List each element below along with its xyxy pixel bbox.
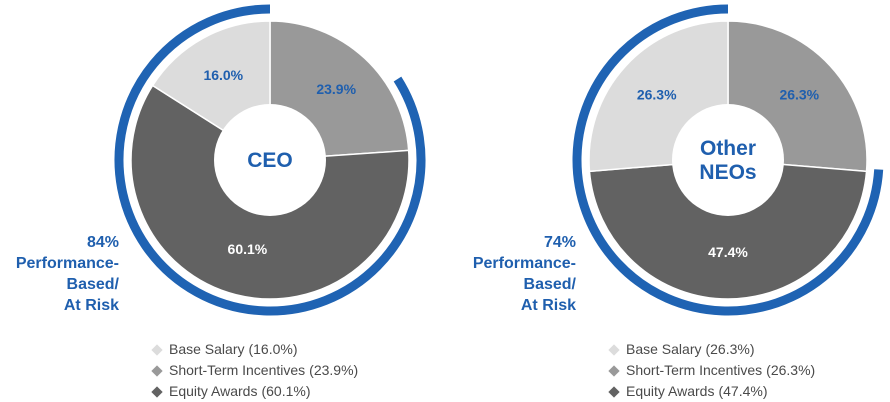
legend-label: Base Salary [169, 341, 245, 357]
legend-value: (16.0%) [248, 341, 298, 357]
ceo-at-risk-line-1: Performance- [15, 255, 119, 272]
label-base-salary: 16.0% [203, 67, 243, 83]
neo-at-risk-line-3: At Risk [520, 297, 576, 314]
neo-at-risk-line-2: Based/ [523, 276, 576, 293]
legend-item-short-term-incentives: Short-Term Incentives (23.9%) [150, 360, 358, 381]
ceo-at-risk-line-2: Based/ [66, 276, 119, 293]
neo-at-risk-line-1: Performance- [472, 255, 576, 272]
legend-item-base-salary: Base Salary (16.0%) [150, 339, 358, 360]
legend-label: Short-Term Incentives [626, 362, 763, 378]
legend-label: Base Salary [626, 341, 702, 357]
ceo-at-risk-pct: 84% [86, 234, 119, 251]
ceo-donut-chart: CEO 16.0% 23.9% 60.1% [114, 4, 426, 316]
neo-at-risk-callout: 74% Performance- Based/ At Risk [473, 232, 576, 316]
donut-center-title: NEOs [699, 161, 756, 184]
ceo-at-risk-callout: 84% Performance- Based/ At Risk [16, 232, 119, 316]
label-short-term-incentives: 23.9% [316, 81, 356, 97]
legend-value: (47.4%) [718, 383, 768, 399]
diamond-icon [608, 343, 620, 356]
diamond-icon [608, 364, 620, 377]
label-base-salary: 26.3% [637, 86, 677, 102]
slice-equity-awards [588, 159, 868, 300]
legend-item-equity-awards: Equity Awards (47.4%) [607, 381, 815, 402]
label-equity-awards: 47.4% [708, 244, 748, 260]
legend-label: Equity Awards [626, 383, 715, 399]
legend-label: Short-Term Incentives [169, 362, 306, 378]
legend-label: Equity Awards [169, 383, 258, 399]
donut-hole [214, 104, 326, 216]
legend-item-equity-awards: Equity Awards (60.1%) [150, 381, 358, 402]
neo-legend: Base Salary (26.3%) Short-Term Incentives… [607, 339, 815, 402]
label-short-term-incentives: 26.3% [779, 86, 819, 102]
legend-value: (26.3%) [766, 362, 816, 378]
diamond-icon [151, 364, 163, 377]
neo-at-risk-pct: 74% [543, 234, 576, 251]
at-risk-ring [114, 4, 426, 316]
legend-item-base-salary: Base Salary (26.3%) [607, 339, 815, 360]
label-equity-awards: 60.1% [228, 241, 268, 257]
legend-item-short-term-incentives: Short-Term Incentives (26.3%) [607, 360, 815, 381]
donut-hole [672, 104, 784, 216]
diamond-icon [608, 385, 620, 398]
diamond-icon [151, 385, 163, 398]
ceo-at-risk-line-3: At Risk [63, 297, 119, 314]
at-risk-ring [572, 4, 884, 316]
legend-value: (60.1%) [261, 383, 311, 399]
donut-center-title: Other [700, 137, 756, 160]
ceo-legend: Base Salary (16.0%) Short-Term Incentives… [150, 339, 358, 402]
legend-value: (23.9%) [309, 362, 359, 378]
legend-value: (26.3%) [705, 341, 755, 357]
donut-center-title: CEO [247, 149, 293, 172]
diamond-icon [151, 343, 163, 356]
